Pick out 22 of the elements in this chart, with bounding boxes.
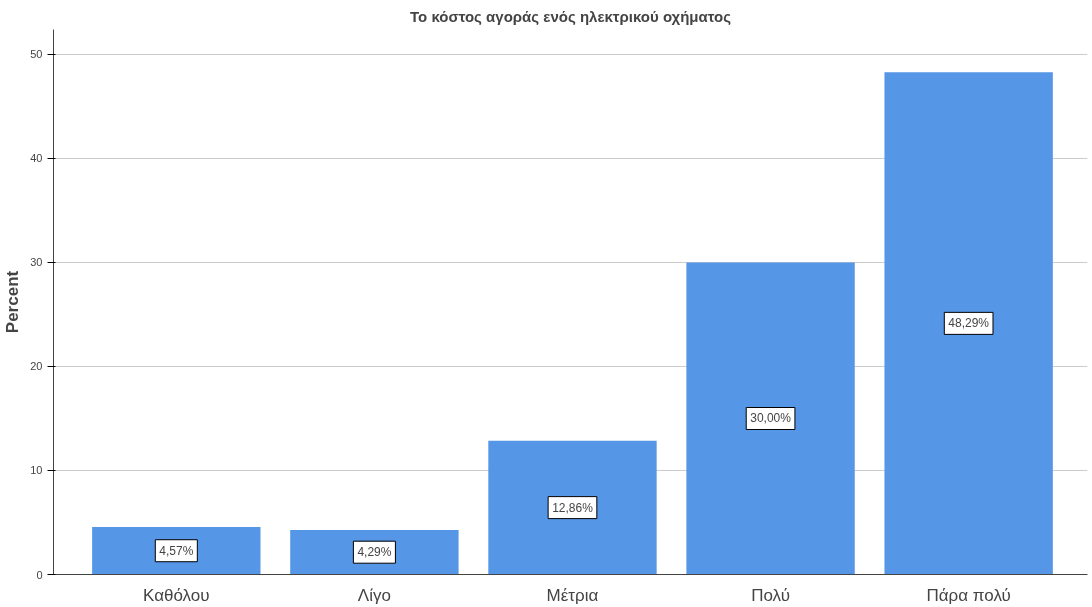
x-tick-label: Πάρα πολύ [926,585,1011,605]
x-tick-label: Λίγο [357,585,391,605]
data-label: 30,00% [750,411,792,426]
data-label: 4,57% [159,543,194,558]
x-tick-label: Καθόλου [143,585,210,605]
bar [686,262,855,575]
y-tick-label: 40 [30,152,43,165]
bar [884,72,1053,575]
data-label: 48,29% [948,316,990,331]
y-tick-label: 30 [30,256,43,269]
bar [488,440,657,575]
x-tick-label: Μέτρια [546,585,599,605]
y-axis-title: Percent [3,270,23,334]
data-label: 12,86% [552,500,594,515]
chart-title: Το κόστος αγοράς ενός ηλεκτρικού οχήματος [410,7,732,25]
y-tick-label: 0 [36,568,43,581]
y-tick-label: 50 [30,48,43,61]
x-tick-label: Πολύ [751,585,790,605]
y-tick-label: 20 [30,360,43,373]
y-tick-label: 10 [30,464,43,477]
bar [92,526,261,575]
data-label: 4,29% [357,545,392,560]
